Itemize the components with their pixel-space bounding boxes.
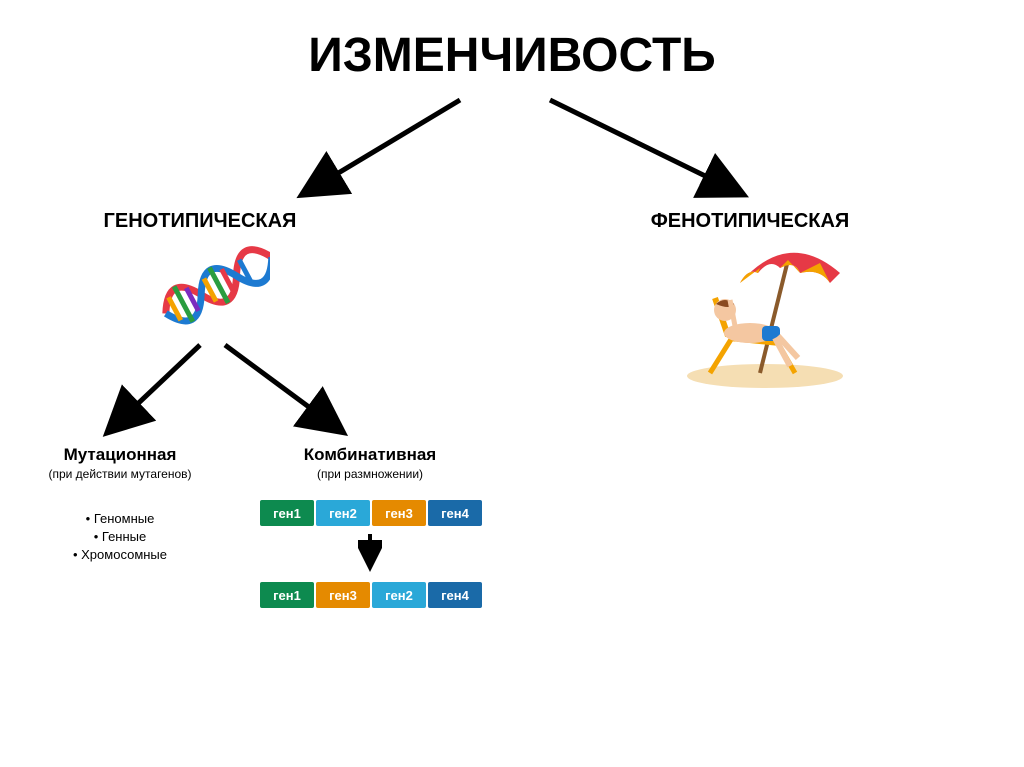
list-item: Геномные — [30, 510, 210, 528]
combinative-caption: (при размножении) — [260, 467, 480, 481]
gene-box: ген2 — [372, 582, 426, 608]
title-text: ИЗМЕНЧИВОСТЬ — [308, 29, 716, 82]
mutation-types-list: Геномные Генные Хромосомные — [30, 510, 210, 565]
dna-icon — [150, 245, 270, 335]
list-item: Генные — [30, 528, 210, 546]
genotypic-label: ГЕНОТИПИЧЕСКАЯ — [60, 210, 340, 233]
genotypic-text: ГЕНОТИПИЧЕСКАЯ — [104, 210, 297, 232]
combinative-caption-text: (при размножении) — [317, 467, 423, 481]
gene-box: ген1 — [260, 500, 314, 526]
beach-icon — [680, 238, 850, 388]
diagram-title: ИЗМЕНЧИВОСТЬ — [0, 28, 1024, 83]
gene-row-before: ген1ген2ген3ген4 — [260, 500, 482, 526]
phenotypic-text: ФЕНОТИПИЧЕСКАЯ — [651, 210, 850, 232]
combinative-text: Комбинативная — [304, 445, 436, 464]
gene-box: ген3 — [372, 500, 426, 526]
list-item: Хромосомные — [30, 546, 210, 564]
arrow-to-genotypic — [290, 95, 470, 205]
gene-box: ген4 — [428, 582, 482, 608]
arrow-to-mutational — [95, 340, 215, 440]
gene-box: ген1 — [260, 582, 314, 608]
arrow-gene-recombine — [358, 532, 382, 576]
phenotypic-label: ФЕНОТИПИЧЕСКАЯ — [580, 210, 920, 233]
gene-row-after: ген1ген3ген2ген4 — [260, 582, 482, 608]
combinative-label: Комбинативная — [260, 445, 480, 465]
arrow-to-phenotypic — [540, 95, 760, 205]
gene-box: ген2 — [316, 500, 370, 526]
gene-box: ген3 — [316, 582, 370, 608]
arrow-to-combinative — [215, 340, 355, 440]
mutational-text: Мутационная — [64, 445, 177, 464]
gene-box: ген4 — [428, 500, 482, 526]
mutational-caption-text: (при действии мутагенов) — [48, 467, 191, 481]
mutational-caption: (при действии мутагенов) — [10, 467, 230, 481]
mutational-label: Мутационная — [10, 445, 230, 465]
